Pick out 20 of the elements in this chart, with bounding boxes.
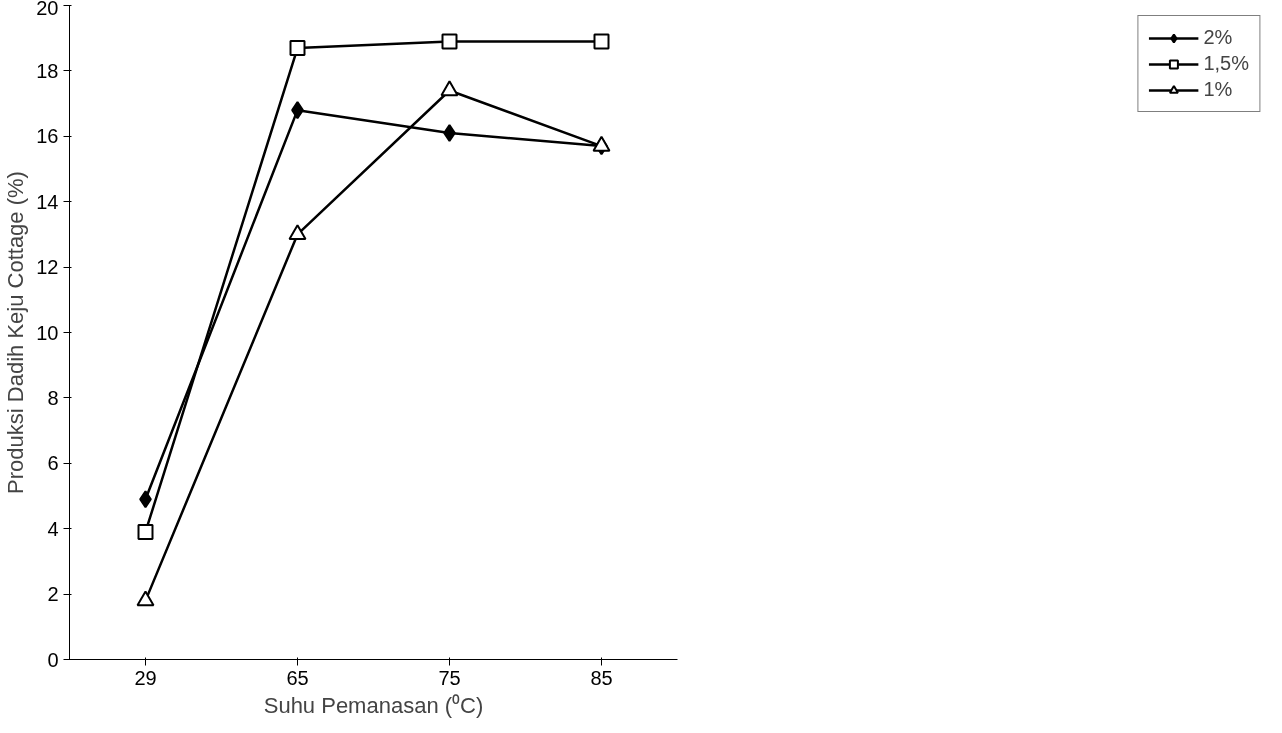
y-tick-label: 8 bbox=[47, 386, 59, 409]
x-axis-title: Suhu Pemanasan (⁰C) bbox=[263, 692, 484, 718]
x-tick-label: 85 bbox=[590, 666, 613, 689]
x-tick-label: 75 bbox=[438, 666, 461, 689]
legend-label: 1,5% bbox=[1203, 52, 1249, 75]
x-tick-label: 29 bbox=[134, 666, 157, 689]
legend-label: 1% bbox=[1203, 78, 1233, 101]
y-tick-label: 20 bbox=[36, 0, 59, 19]
y-tick-label: 2 bbox=[47, 583, 59, 606]
y-tick-label: 16 bbox=[36, 125, 59, 148]
x-tick-label: 65 bbox=[286, 666, 309, 689]
y-axis-title: Produksi Dadih Keju Cottage (%) bbox=[3, 171, 29, 494]
y-tick-label: 14 bbox=[36, 190, 59, 213]
y-tick-label: 10 bbox=[36, 321, 59, 344]
y-tick-label: 0 bbox=[47, 648, 59, 671]
y-tick-label: 6 bbox=[47, 452, 59, 475]
y-tick-label: 18 bbox=[36, 59, 59, 82]
y-tick-label: 4 bbox=[47, 517, 59, 540]
legend-label: 2% bbox=[1203, 26, 1233, 49]
y-tick-label: 12 bbox=[36, 256, 59, 279]
